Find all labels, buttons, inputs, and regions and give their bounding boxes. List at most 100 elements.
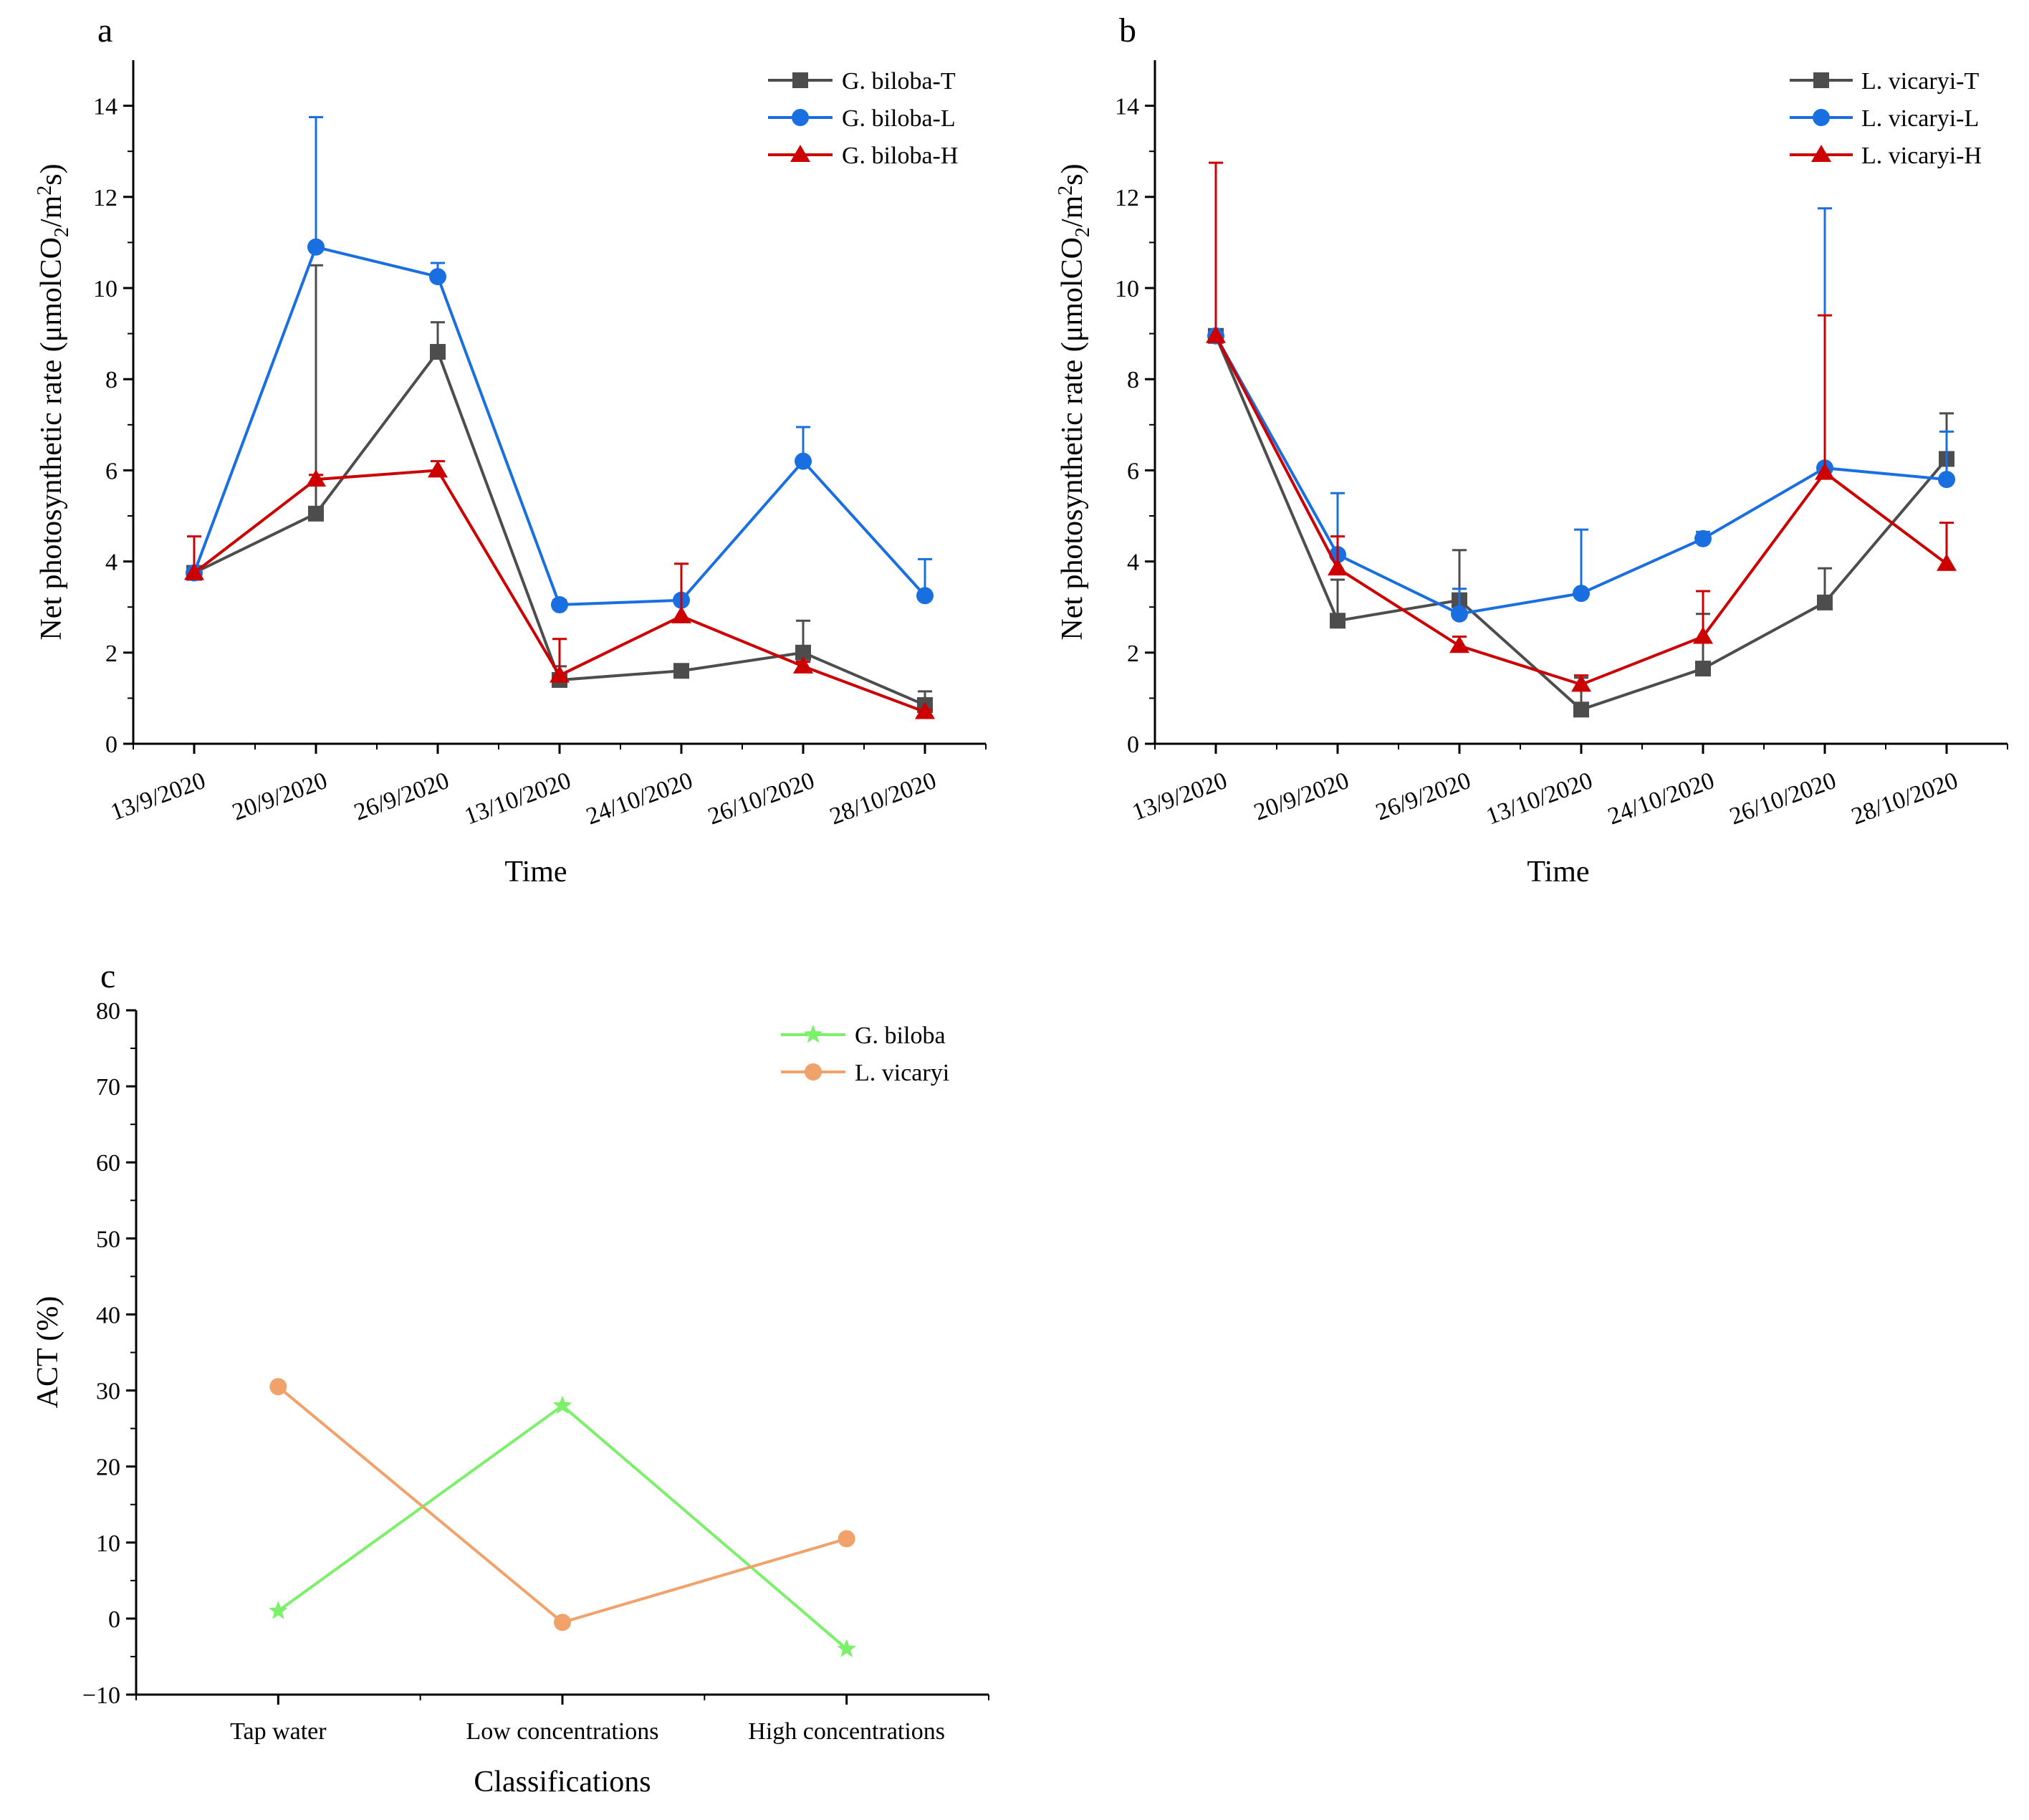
y-tick-label: 4: [105, 550, 117, 576]
x-tick-label: 13/9/2020: [107, 767, 208, 826]
legend-marker: [803, 1025, 823, 1043]
y-axis-title-part: s): [35, 163, 68, 185]
x-axis-title: Time: [1527, 856, 1589, 889]
data-point: [551, 596, 568, 614]
legend-label: G. biloba-H: [842, 143, 958, 169]
x-tick-label: 13/10/2020: [1483, 767, 1596, 830]
data-point: [554, 1614, 571, 1632]
data-point: [430, 344, 446, 360]
data-point: [793, 656, 813, 674]
data-point: [1938, 471, 1955, 489]
data-point: [1571, 674, 1591, 692]
chart-panel-a: a 0 2 4 6 8 10 12 14 13/9/2020 20/9/2020 26/9/2020 1…: [34, 11, 987, 889]
legend-marker: [792, 109, 809, 126]
y-tick-label: −10: [82, 1682, 120, 1709]
x-tick-label: 26/10/2020: [1727, 767, 1840, 830]
legend-label: L. vicaryi-L: [1861, 105, 1979, 132]
y-tick-label: 60: [96, 1150, 120, 1177]
chart-panel-c: c −10 0 10 20 30 40 50 60 70 80 Tap water Low concen…: [32, 957, 989, 1799]
y-axis-title-part: 2: [51, 227, 73, 237]
data-point: [837, 1639, 856, 1657]
data-point: [429, 268, 446, 286]
x-tick-label: 13/10/2020: [461, 767, 575, 830]
legend-marker: [1813, 72, 1829, 88]
y-axis-title-part: /m: [1056, 195, 1089, 227]
y-tick-label: 20: [96, 1455, 120, 1481]
y-tick-label: 30: [96, 1379, 120, 1405]
x-tick-label: 20/9/2020: [229, 767, 330, 826]
y-tick-label: 8: [105, 367, 117, 393]
x-tick-label: Low concentrations: [466, 1718, 658, 1745]
series-line: [193, 245, 926, 607]
y-tick-label: 50: [96, 1226, 120, 1253]
legend-label: L. vicaryi-T: [1861, 68, 1979, 95]
data-point: [1694, 530, 1712, 547]
series-g-biloba-h: [184, 460, 935, 719]
legend-label: G. biloba: [855, 1022, 946, 1049]
data-point: [550, 665, 570, 683]
y-axis-title: ACT (%): [32, 1296, 64, 1409]
series-line: [277, 1404, 848, 1650]
y-axis-title-part: s): [1056, 163, 1089, 185]
chart-panel-b: b 0 2 4 6 8 10 12 14 13/9/2020 20/9/2020 26/9/2020 1…: [1055, 11, 2008, 889]
y-tick-label: 80: [96, 998, 120, 1025]
data-point: [1328, 558, 1348, 576]
y-tick-label: 70: [96, 1074, 120, 1101]
data-point: [1451, 605, 1468, 623]
data-point: [1695, 661, 1711, 677]
legend-marker: [1813, 109, 1830, 126]
x-tick-label: 26/9/2020: [350, 767, 452, 826]
y-axis-title-part: 2: [1072, 227, 1094, 237]
y-axis-title-part: /m: [35, 195, 68, 227]
y-tick-label: 2: [105, 641, 117, 667]
x-tick-label: 24/10/2020: [1605, 767, 1718, 830]
data-point: [184, 562, 204, 580]
x-tick-label: 20/9/2020: [1250, 767, 1352, 826]
data-point: [269, 1601, 288, 1619]
y-tick-label: 40: [96, 1302, 120, 1328]
legend-label: L. vicaryi: [855, 1060, 949, 1086]
data-point: [1330, 613, 1346, 629]
y-tick-label: 8: [1127, 367, 1139, 393]
x-tick-label: 24/10/2020: [583, 767, 696, 830]
panel-letter-a: a: [97, 11, 112, 49]
data-point: [1815, 462, 1835, 480]
y-tick-label: 14: [93, 94, 117, 120]
data-point: [1817, 594, 1833, 610]
y-tick-label: 0: [108, 1606, 120, 1633]
legend-label: G. biloba-L: [842, 105, 956, 132]
y-tick-label: 10: [93, 276, 117, 302]
series-l-vicaryi: [269, 1378, 855, 1632]
data-point: [671, 605, 691, 623]
data-point: [916, 587, 934, 605]
y-tick-label: 2: [1127, 641, 1139, 667]
x-tick-label: 28/10/2020: [827, 767, 940, 830]
y-tick-label: 0: [1127, 732, 1139, 758]
legend-label: L. vicaryi-H: [1861, 143, 1982, 169]
panel-letter-c: c: [100, 957, 115, 995]
data-point: [795, 644, 811, 661]
legend-marker: [805, 1063, 822, 1081]
panel-letter-b: b: [1119, 11, 1136, 49]
data-point: [1937, 553, 1957, 571]
y-tick-label: 6: [105, 458, 117, 484]
data-point: [306, 469, 326, 487]
data-point: [308, 505, 324, 522]
data-point: [1449, 636, 1469, 653]
legend-marker: [792, 72, 808, 88]
x-axis-title: Classifications: [474, 1766, 651, 1799]
data-point: [838, 1530, 855, 1548]
y-tick-label: 14: [1115, 94, 1139, 120]
y-axis-title-part: Net photosynthetic rate (μmolCO: [35, 237, 68, 641]
y-tick-label: 6: [1127, 458, 1139, 484]
legend-marker: [790, 145, 810, 162]
series-line: [1214, 335, 1948, 712]
data-point: [1573, 585, 1590, 603]
x-tick-label: High concentrations: [748, 1718, 945, 1745]
y-axis-title: Net photosynthetic rate (μmolCO2/m2s): [1055, 163, 1094, 640]
data-point: [915, 701, 935, 719]
y-tick-label: 10: [96, 1531, 120, 1557]
x-tick-label: 26/9/2020: [1372, 767, 1474, 826]
y-axis-title-part: 2: [34, 186, 56, 196]
y-tick-label: 12: [93, 185, 117, 211]
